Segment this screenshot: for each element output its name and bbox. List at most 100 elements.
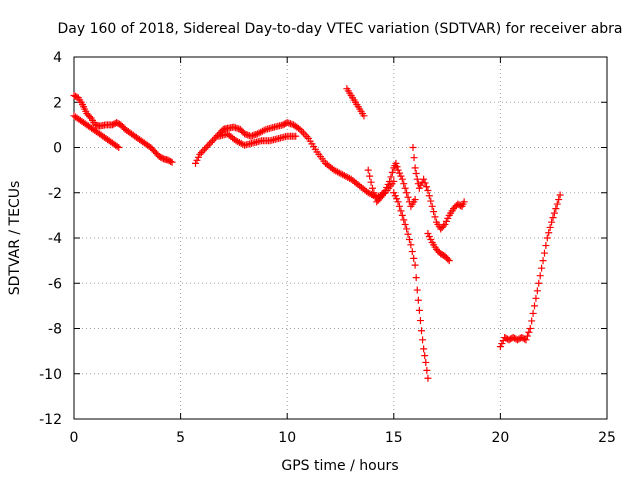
data-point bbox=[384, 180, 392, 188]
grid-layer bbox=[74, 57, 607, 419]
data-point bbox=[407, 241, 415, 249]
data-point bbox=[427, 197, 435, 205]
data-point bbox=[425, 232, 433, 240]
data-point bbox=[529, 309, 537, 317]
data-point bbox=[360, 112, 368, 120]
data-point bbox=[368, 184, 376, 192]
data-point bbox=[422, 358, 430, 366]
series-seg2 bbox=[70, 112, 123, 151]
y-tick-label: -10 bbox=[39, 367, 62, 383]
data-point bbox=[441, 220, 449, 228]
x-tick-label: 25 bbox=[598, 430, 616, 446]
data-point bbox=[86, 113, 94, 121]
data-point bbox=[444, 255, 452, 263]
tick-layer: 0 5 10 15 20 25 -12 -10 -8 -6 -4 -2 0 2 4 bbox=[39, 50, 616, 446]
data-point bbox=[532, 294, 540, 302]
data-point bbox=[113, 142, 121, 150]
data-point bbox=[522, 336, 530, 344]
y-tick-label: -4 bbox=[48, 231, 62, 247]
data-point bbox=[539, 257, 547, 265]
data-point bbox=[498, 340, 506, 348]
data-point bbox=[418, 327, 426, 335]
data-point bbox=[460, 198, 468, 206]
data-point bbox=[427, 236, 435, 244]
data-point bbox=[403, 225, 411, 233]
data-point bbox=[412, 170, 420, 178]
data-point bbox=[394, 198, 402, 206]
data-point bbox=[428, 202, 436, 210]
data-point bbox=[212, 133, 220, 141]
data-point bbox=[303, 133, 311, 141]
y-tick-label: -8 bbox=[48, 322, 62, 338]
data-point bbox=[404, 193, 412, 201]
data-point bbox=[401, 220, 409, 228]
y-tick-label: 4 bbox=[53, 50, 62, 66]
data-point bbox=[424, 186, 432, 194]
data-point bbox=[393, 195, 401, 203]
data-point bbox=[421, 352, 429, 360]
series-seg6 bbox=[364, 159, 419, 210]
y-tick-label: -6 bbox=[48, 276, 62, 292]
series-seg9 bbox=[424, 229, 453, 265]
data-point bbox=[292, 132, 300, 140]
y-tick-label: -2 bbox=[48, 186, 62, 202]
data-point bbox=[398, 211, 406, 219]
data-point bbox=[548, 218, 556, 226]
data-point bbox=[525, 328, 533, 336]
data-point bbox=[201, 145, 209, 153]
data-point bbox=[444, 214, 452, 222]
data-point bbox=[420, 345, 428, 353]
data-point bbox=[424, 374, 432, 382]
y-axis-label: SDTVAR / TECUs bbox=[7, 181, 23, 296]
data-point bbox=[533, 287, 541, 295]
data-point bbox=[410, 254, 418, 262]
data-point bbox=[397, 207, 405, 215]
data-point bbox=[205, 140, 213, 148]
data-point bbox=[414, 296, 422, 304]
data-point bbox=[364, 166, 372, 174]
data-point bbox=[395, 202, 403, 210]
data-point bbox=[555, 196, 563, 204]
y-tick-label: 2 bbox=[53, 95, 62, 111]
series-seg4 bbox=[215, 130, 300, 149]
data-point bbox=[367, 178, 375, 186]
data-point bbox=[543, 234, 551, 242]
data-point bbox=[386, 177, 394, 185]
data-point bbox=[535, 279, 543, 287]
data-point bbox=[417, 181, 425, 189]
data-point bbox=[199, 147, 207, 155]
data-point bbox=[370, 189, 378, 197]
data-point bbox=[209, 137, 217, 145]
series-seg7 bbox=[390, 189, 432, 382]
data-point bbox=[409, 144, 417, 151]
data-point bbox=[415, 306, 423, 314]
data-point bbox=[388, 168, 396, 176]
data-point bbox=[523, 332, 531, 340]
data-point bbox=[381, 186, 389, 194]
data-point bbox=[394, 166, 402, 174]
data-point bbox=[430, 208, 438, 216]
data-point bbox=[536, 272, 544, 280]
data-point bbox=[115, 144, 123, 151]
data-point bbox=[204, 142, 212, 150]
data-point bbox=[526, 325, 534, 332]
data-point bbox=[260, 126, 268, 134]
data-point bbox=[404, 230, 412, 238]
data-point bbox=[391, 192, 399, 200]
x-axis-label: GPS time / hours bbox=[281, 458, 398, 474]
data-point bbox=[408, 248, 416, 256]
data-point bbox=[393, 163, 401, 171]
data-point bbox=[422, 183, 430, 191]
plot-frame bbox=[73, 56, 608, 420]
x-tick-label: 15 bbox=[385, 430, 403, 446]
data-point bbox=[197, 149, 205, 157]
x-tick-label: 0 bbox=[70, 430, 79, 446]
data-point bbox=[540, 249, 548, 257]
data-point bbox=[425, 192, 433, 200]
data-point bbox=[415, 184, 423, 192]
data-point bbox=[419, 336, 427, 344]
data-point bbox=[294, 124, 302, 132]
x-tick-label: 20 bbox=[491, 430, 509, 446]
data-point bbox=[196, 150, 204, 158]
